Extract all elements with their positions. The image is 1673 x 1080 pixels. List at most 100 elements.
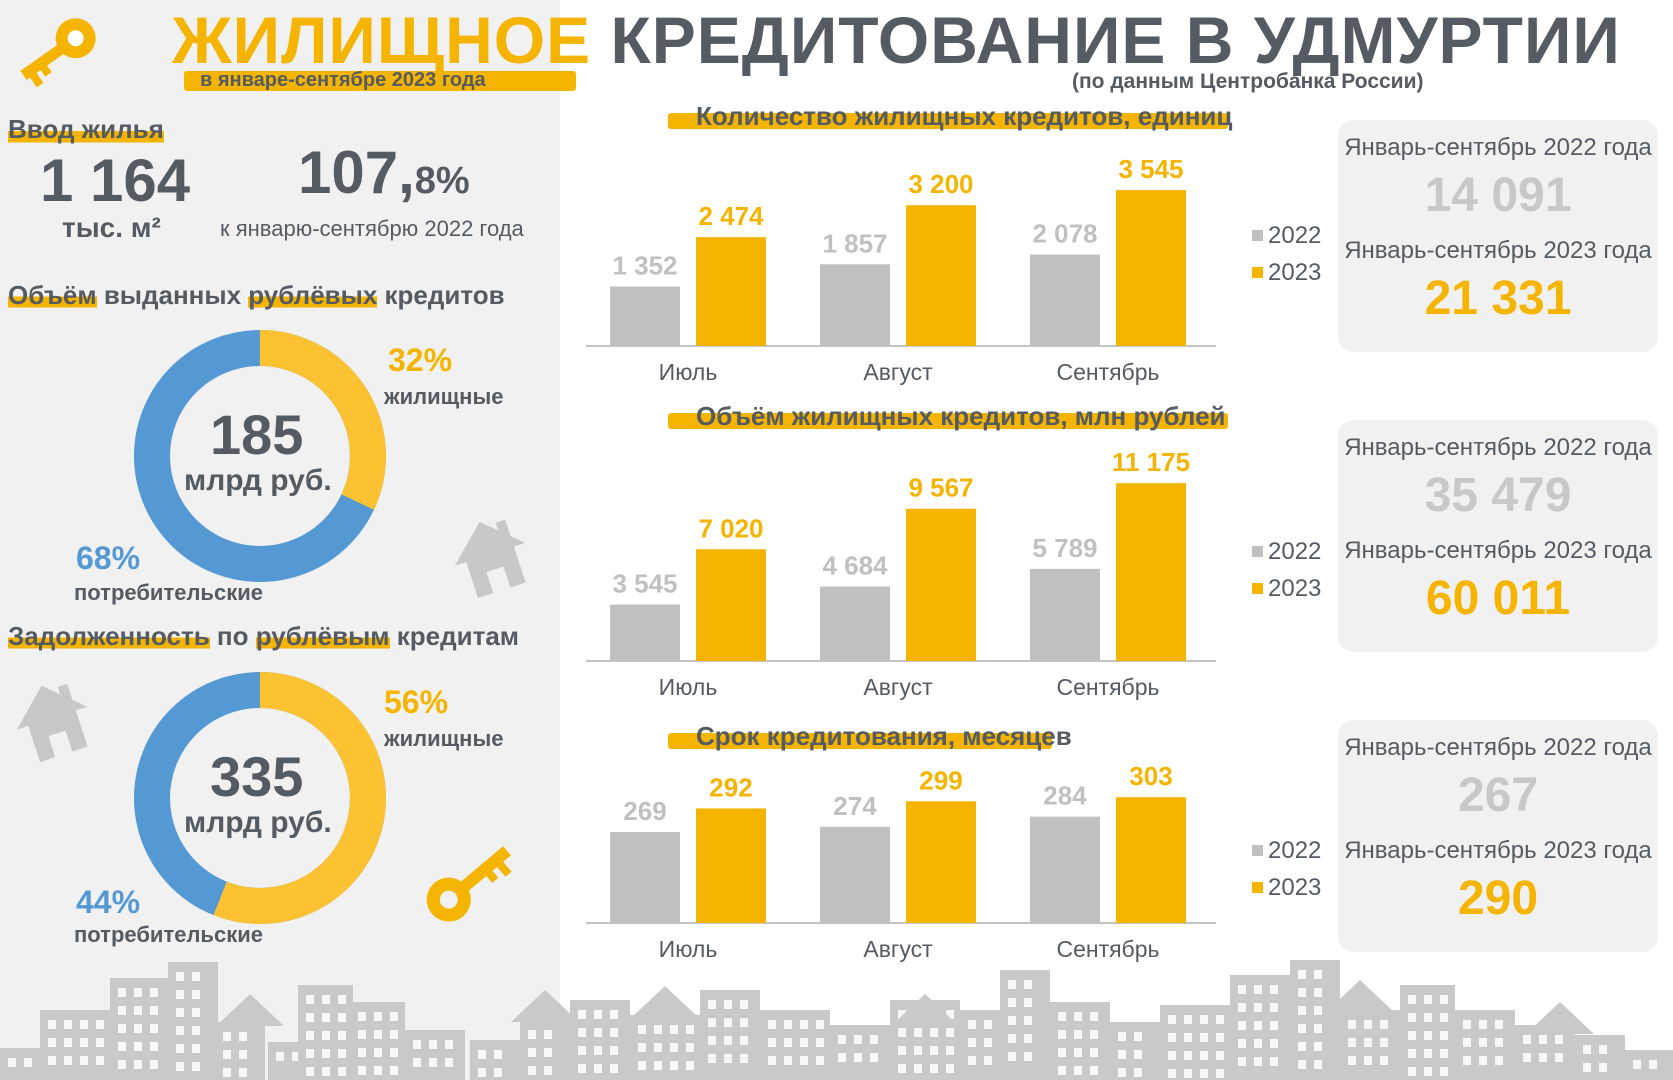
data-label-2022-1: 269 xyxy=(623,796,666,826)
skyline-window xyxy=(48,1038,56,1047)
summary-value-2022: 35 479 xyxy=(1424,469,1572,522)
bar-2022-1 xyxy=(610,604,680,661)
skyline-window xyxy=(1168,1051,1176,1060)
skyline-window xyxy=(192,1044,200,1053)
skyline-window xyxy=(870,1053,878,1062)
skyline-window xyxy=(192,990,200,999)
skyline-window xyxy=(1314,1024,1322,1033)
legend-item-2023: 2023 xyxy=(1252,570,1321,607)
skyline-window xyxy=(724,1036,732,1045)
chart-2-legend: 2022 2023 xyxy=(1252,533,1321,607)
skyline-window xyxy=(150,1024,158,1033)
skyline-window xyxy=(686,1025,694,1034)
skyline-window xyxy=(150,988,158,997)
skyline-window xyxy=(306,1013,314,1022)
skyline-window xyxy=(930,1046,938,1055)
skyline-window xyxy=(816,1020,824,1029)
skyline-window xyxy=(800,1038,808,1047)
page-title: ЖИЛИЩНОЕ КРЕДИТОВАНИЕ В УДМУРТИИ xyxy=(172,2,1621,78)
legend-item-2023: 2023 xyxy=(1252,869,1321,906)
skyline-window xyxy=(838,1053,846,1062)
house-icon xyxy=(16,683,88,763)
skyline-window xyxy=(1238,1021,1246,1030)
skyline-window xyxy=(724,1054,732,1063)
data-label-2022-2: 274 xyxy=(833,791,877,821)
summary-label-2022: Январь-сентябрь 2022 года xyxy=(1344,734,1652,761)
skyline-window xyxy=(1539,1035,1547,1044)
skyline-window xyxy=(1539,1053,1547,1062)
skyline-window xyxy=(322,1049,330,1058)
skyline-window xyxy=(654,1025,662,1034)
skyline-window xyxy=(1058,1066,1066,1075)
skyline-window xyxy=(784,1020,792,1029)
loans-issued-donut xyxy=(134,330,386,582)
skyline-window xyxy=(1555,1035,1563,1044)
skyline-window xyxy=(984,1038,992,1047)
data-label-2023-1: 292 xyxy=(709,772,752,802)
skyline-window xyxy=(374,1066,382,1075)
skyline-window xyxy=(150,1060,158,1069)
category-label-3: Сентябрь xyxy=(1056,674,1159,700)
legend-swatch-2022 xyxy=(1252,845,1263,856)
skyline-window xyxy=(494,1068,502,1077)
skyline-building xyxy=(830,1025,890,1080)
bar-2023-2 xyxy=(906,205,976,346)
skyline-roof xyxy=(1326,980,1394,1012)
skyline-window xyxy=(176,1062,184,1071)
bar-2022-1 xyxy=(610,286,680,346)
category-label-1: Июль xyxy=(659,936,718,962)
skyline-window xyxy=(1168,1033,1176,1042)
key-icon xyxy=(426,846,512,922)
skyline-window xyxy=(1254,1003,1262,1012)
skyline-window xyxy=(445,1058,453,1067)
data-label-2023-2: 3 200 xyxy=(908,169,973,199)
skyline-window xyxy=(1200,1069,1208,1078)
skyline-window xyxy=(223,1068,231,1077)
skyline-window xyxy=(708,1018,716,1027)
skyline-window xyxy=(338,1013,346,1022)
skyline-window xyxy=(1298,1042,1306,1051)
skyline-window xyxy=(1090,1048,1098,1057)
skyline-window xyxy=(930,1064,938,1073)
legend-item-2023: 2023 xyxy=(1252,254,1321,291)
skyline-window xyxy=(768,1020,776,1029)
skyline-window xyxy=(134,1024,142,1033)
skyline-building xyxy=(168,962,218,1080)
skyline-window xyxy=(1216,1015,1224,1024)
skyline-window xyxy=(686,1061,694,1070)
skyline-window xyxy=(358,1012,366,1021)
debt-housing-pct: 56% xyxy=(384,684,449,720)
loans-heading-part-3: рублёвых xyxy=(248,280,378,310)
skyline-window xyxy=(1314,1042,1322,1051)
skyline-window xyxy=(838,1035,846,1044)
skyline-window xyxy=(1348,1038,1356,1047)
skyline-window xyxy=(118,988,126,997)
skyline-window xyxy=(390,1012,398,1021)
skyline-window xyxy=(1463,1056,1471,1065)
skyline-building xyxy=(405,1030,465,1080)
skyline-window xyxy=(708,1054,716,1063)
skyline-window xyxy=(118,1024,126,1033)
skyline-window xyxy=(134,988,142,997)
subtitle-highlight-bar xyxy=(184,71,576,91)
summary-value-2023: 290 xyxy=(1457,872,1539,925)
skyline-window xyxy=(1090,1030,1098,1039)
skyline-window xyxy=(118,1042,126,1051)
data-label-2023-2: 299 xyxy=(919,765,962,795)
skyline-window xyxy=(306,1049,314,1058)
bar-2023-1 xyxy=(696,549,766,661)
skyline-window xyxy=(670,1061,678,1070)
loans-consumer-pct: 68% xyxy=(76,540,141,576)
chart-1-title-bar xyxy=(668,113,1228,129)
skyline-window xyxy=(64,1020,72,1029)
skyline-window xyxy=(594,1064,602,1073)
skyline-window xyxy=(1380,1056,1388,1065)
legend-swatch-2022 xyxy=(1252,230,1263,241)
chart-3-title: Срок кредитования, месяцев xyxy=(696,721,1072,751)
skyline-window xyxy=(1168,1015,1176,1024)
skyline-window xyxy=(1298,988,1306,997)
skyline-window xyxy=(968,1020,976,1029)
summary-value-2023: 60 011 xyxy=(1425,572,1571,625)
skyline-window xyxy=(192,1008,200,1017)
